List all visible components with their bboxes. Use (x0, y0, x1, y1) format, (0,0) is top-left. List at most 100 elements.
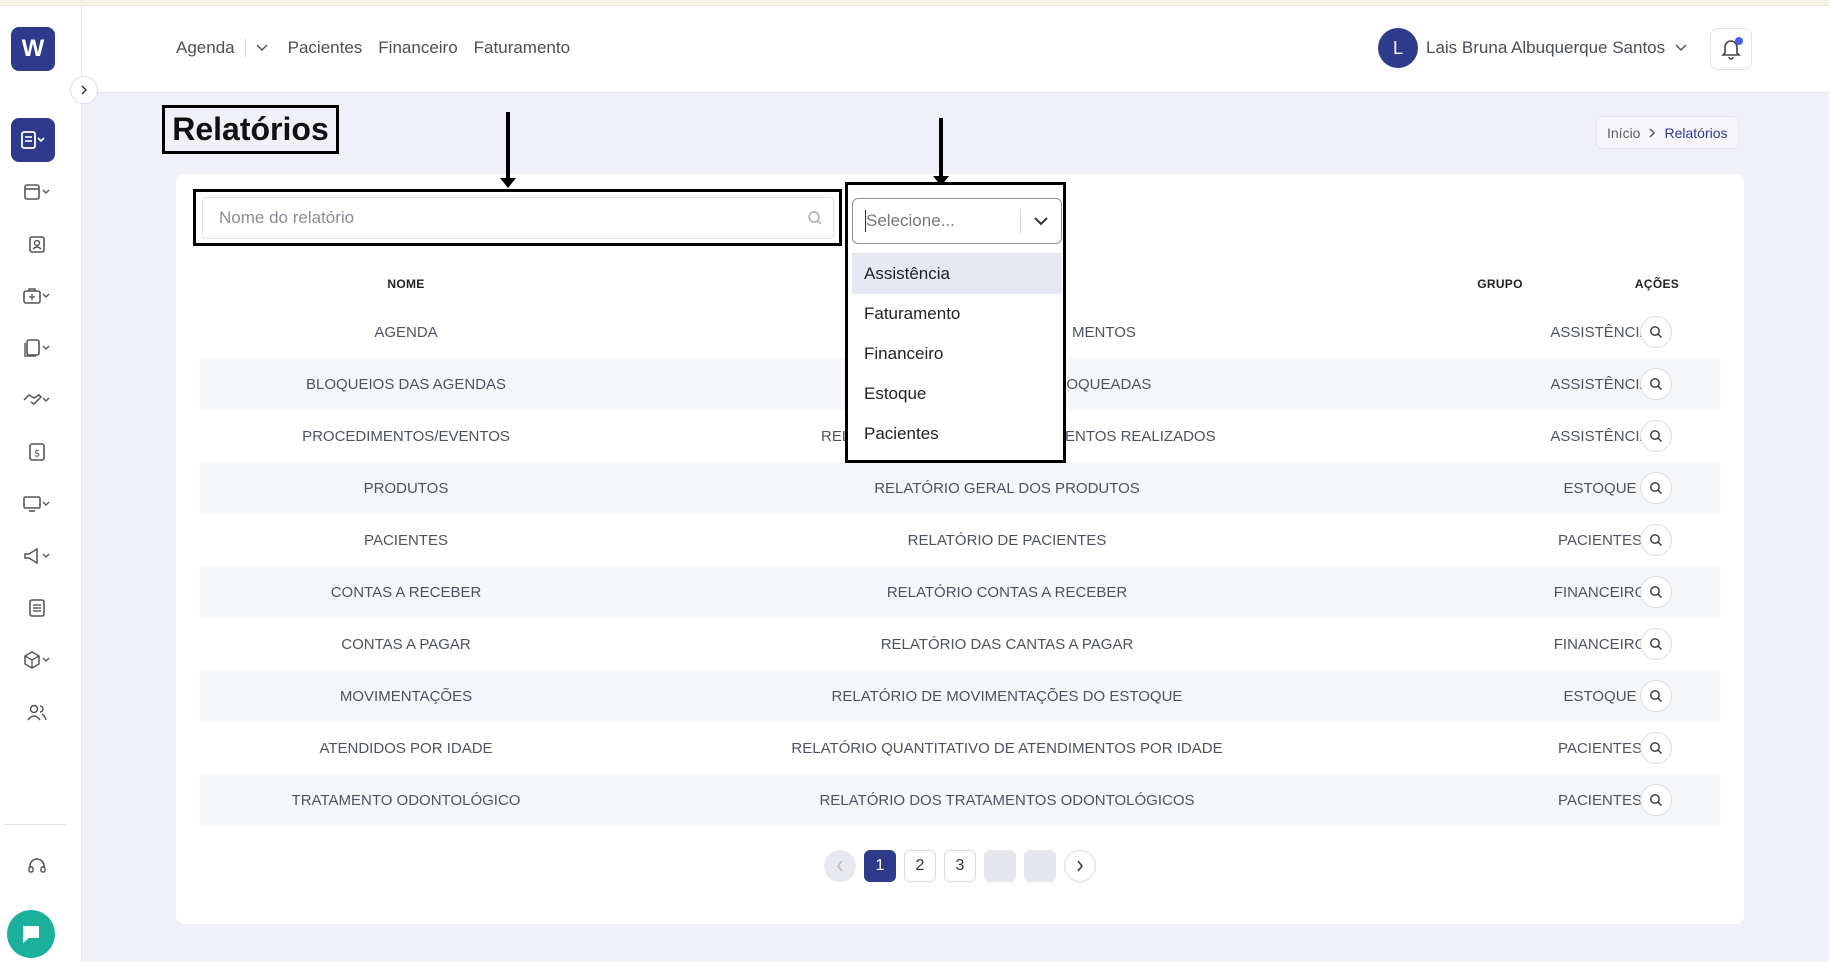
row-name: CONTAS A RECEBER (330, 583, 482, 601)
pagination-page-2[interactable]: 2 (904, 850, 936, 882)
pagination-next-button[interactable] (1064, 850, 1096, 882)
reports-list-icon[interactable] (12, 588, 62, 628)
reports-nav-icon[interactable] (11, 118, 55, 162)
agenda-dropdown-chevron-icon[interactable] (256, 44, 268, 52)
group-select[interactable]: Selecione... (852, 198, 1062, 244)
row-description-start: REL (821, 427, 851, 445)
row-group: FINANCEIRO (1553, 583, 1647, 601)
table-row: TRATAMENTO ODONTOLÓGICO RELATÓRIO DOS TR… (200, 774, 1720, 826)
patient-card-icon[interactable] (12, 224, 62, 264)
table-row: PROCEDIMENTOS/EVENTOS REL VENTOS REALIZA… (200, 410, 1720, 462)
view-report-button[interactable] (1640, 316, 1672, 348)
row-group: ASSISTÊNCIA (1550, 375, 1650, 393)
view-report-button[interactable] (1640, 784, 1672, 816)
notifications-button[interactable] (1710, 28, 1752, 70)
search-highlight-box (193, 189, 842, 246)
text-cursor (865, 210, 866, 232)
bell-icon (1721, 40, 1741, 60)
medical-case-icon[interactable] (12, 276, 62, 316)
avatar: L (1378, 28, 1418, 68)
breadcrumb-home[interactable]: Início (1607, 124, 1641, 141)
calendar-icon[interactable] (12, 172, 62, 212)
view-report-button[interactable] (1640, 732, 1672, 764)
pagination-page-placeholder[interactable] (1024, 850, 1056, 882)
row-description: VENTOS REALIZADOS (1055, 427, 1216, 445)
select-option[interactable]: Financeiro (864, 344, 944, 363)
sidebar-toggle-button[interactable] (70, 76, 98, 104)
svg-text:$: $ (34, 449, 40, 460)
report-search-field (202, 197, 834, 239)
package-icon[interactable] (12, 640, 62, 680)
row-group: PACIENTES (1558, 531, 1642, 549)
chat-support-button[interactable] (7, 910, 55, 958)
row-name: BLOQUEIOS DAS AGENDAS (305, 375, 507, 393)
row-group: FINANCEIRO (1553, 635, 1647, 653)
view-report-button[interactable] (1640, 472, 1672, 504)
sidebar: W $ (0, 6, 82, 962)
row-group: PACIENTES (1558, 791, 1642, 809)
breadcrumb: Início Relatórios (1596, 116, 1739, 149)
monitor-icon[interactable] (12, 484, 62, 524)
pagination-page-placeholder[interactable] (984, 850, 1016, 882)
row-name: TRATAMENTO ODONTOLÓGICO (291, 791, 521, 809)
search-icon (807, 210, 823, 231)
view-report-button[interactable] (1640, 368, 1672, 400)
megaphone-icon[interactable] (12, 536, 62, 576)
row-group: ASSISTÊNCIA (1550, 427, 1650, 445)
column-header-name[interactable]: NOME (387, 277, 425, 291)
nav-agenda[interactable]: Agenda (176, 38, 235, 57)
breadcrumb-current: Relatórios (1664, 124, 1728, 141)
view-report-button[interactable] (1640, 576, 1672, 608)
handshake-icon[interactable] (12, 380, 62, 420)
view-report-button[interactable] (1640, 628, 1672, 660)
column-header-group[interactable]: GRUPO (1477, 277, 1523, 291)
view-report-button[interactable] (1640, 680, 1672, 712)
row-name: AGENDA (374, 323, 438, 341)
table-row: ATENDIDOS POR IDADE RELATÓRIO QUANTITATI… (200, 722, 1720, 774)
nav-financeiro[interactable]: Financeiro (378, 38, 458, 57)
nav-faturamento[interactable]: Faturamento (473, 38, 571, 57)
pagination-page-3[interactable]: 3 (944, 850, 976, 882)
select-option[interactable]: Estoque (864, 384, 927, 403)
select-option[interactable]: Pacientes (864, 424, 939, 443)
search-icon (1650, 326, 1662, 338)
view-report-button[interactable] (1640, 420, 1672, 452)
pagination-prev-button[interactable] (824, 850, 856, 882)
user-name: Lais Bruna Albuquerque Santos (1426, 38, 1666, 57)
row-group: ESTOQUE (1563, 479, 1637, 497)
row-name: PROCEDIMENTOS/EVENTOS (302, 427, 510, 445)
row-description: RELATÓRIO GERAL DOS PRODUTOS (874, 479, 1140, 497)
chevron-down-icon[interactable] (1021, 216, 1061, 226)
documents-icon[interactable] (12, 328, 62, 368)
table-row: MOVIMENTAÇÕES RELATÓRIO DE MOVIMENTAÇÕES… (200, 670, 1720, 722)
search-icon (1650, 638, 1662, 650)
select-option[interactable]: Assistência (852, 254, 1062, 294)
row-group: ASSISTÊNCIA (1550, 323, 1650, 341)
select-option[interactable]: Faturamento (864, 304, 961, 323)
annotation-arrow (500, 112, 516, 188)
chevron-right-icon (1077, 860, 1083, 872)
search-icon (1650, 586, 1662, 598)
report-search-input[interactable] (203, 198, 793, 238)
chevron-left-icon (837, 860, 843, 872)
row-name: PACIENTES (364, 531, 448, 549)
table-row: CONTAS A RECEBER RELATÓRIO CONTAS A RECE… (200, 566, 1720, 618)
chevron-right-icon (1648, 127, 1656, 138)
row-name: ATENDIDOS POR IDADE (319, 739, 493, 757)
row-description: RELATÓRIO DAS CANTAS A PAGAR (880, 635, 1134, 653)
finance-icon[interactable]: $ (12, 432, 62, 472)
headset-support-icon[interactable] (12, 846, 62, 886)
pagination-page-1[interactable]: 1 (864, 850, 896, 882)
users-icon[interactable] (12, 692, 62, 732)
row-description: RELATÓRIO DE PACIENTES (907, 531, 1107, 549)
notification-dot (1735, 37, 1743, 45)
user-menu[interactable]: L Lais Bruna Albuquerque Santos (1378, 28, 1687, 68)
view-report-button[interactable] (1640, 524, 1672, 556)
row-name: PRODUTOS (363, 479, 449, 497)
annotation-arrow (933, 118, 949, 186)
table-row: PRODUTOS RELATÓRIO GERAL DOS PRODUTOS ES… (200, 462, 1720, 514)
nav-pacientes[interactable]: Pacientes (287, 38, 363, 57)
brand-logo[interactable]: W (11, 27, 55, 71)
row-description: RELATÓRIO DOS TRATAMENTOS ODONTOLÓGICOS (819, 791, 1195, 809)
page-title: Relatórios (162, 105, 339, 154)
